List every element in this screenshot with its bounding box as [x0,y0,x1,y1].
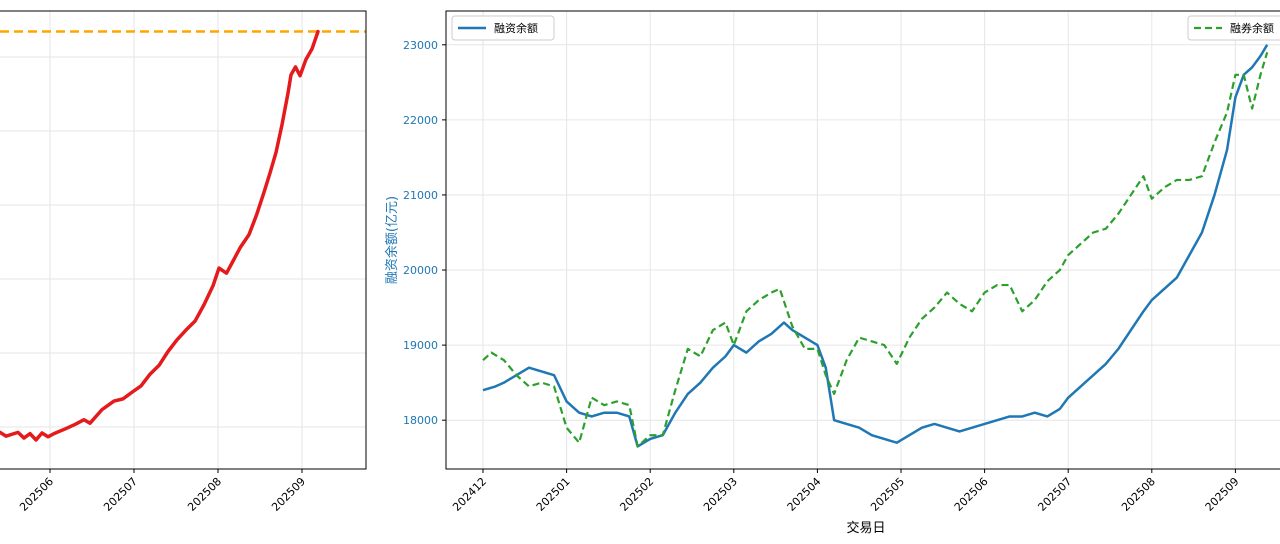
right-x-axis-label: 交易日 [846,520,885,536]
legend-financing-label: 融资余额 [494,21,538,35]
left-x-tick-label: 202508 [185,475,224,514]
right-x-ticks: 202412 202501 202502 202503 202504 202505 2025… [450,469,1242,514]
securities-lending-balance-line [482,51,1269,448]
left-red-series-line [0,29,320,442]
right-x-tick-label: 202501 [534,475,573,514]
left-chart: 202506 202507 202508 202509 [0,10,367,514]
legend-securities-lending-label: 融券余额 [1230,21,1274,35]
right-y-tick-label: 23000 [403,39,438,52]
right-plot-frame [445,10,1280,470]
legend-financing: 融资余额 [451,15,555,41]
left-gridlines [0,11,366,469]
left-plot-frame [0,10,367,470]
right-x-tick-label: 202502 [617,475,656,514]
legend-securities-lending: 融券余额 [1187,15,1280,41]
left-x-ticks: 202506 202507 202508 202509 [17,469,308,514]
right-x-tick-label: 202509 [1203,475,1242,514]
right-y-ticks: 18000 19000 20000 21000 22000 23000 [403,39,446,427]
right-y-axis-label: 融资余额(亿元) [384,196,400,284]
left-x-tick-label: 202507 [101,475,140,514]
left-x-tick-label: 202509 [269,475,308,514]
right-x-tick-label: 202412 [450,475,489,514]
right-gridlines [446,11,1280,469]
right-x-tick-label: 202505 [868,475,907,514]
right-x-tick-label: 202506 [952,475,991,514]
right-y-tick-label: 19000 [403,339,438,352]
right-x-tick-label: 202504 [785,475,824,514]
right-x-tick-label: 202507 [1035,475,1074,514]
left-x-tick-label: 202506 [17,475,56,514]
right-x-tick-label: 202508 [1119,475,1158,514]
right-x-tick-label: 202503 [701,475,740,514]
right-y-tick-label: 21000 [403,189,438,202]
financing-balance-line [482,44,1269,448]
right-y-tick-label: 18000 [403,414,438,427]
right-y-tick-label: 20000 [403,264,438,277]
right-y-tick-label: 22000 [403,114,438,127]
